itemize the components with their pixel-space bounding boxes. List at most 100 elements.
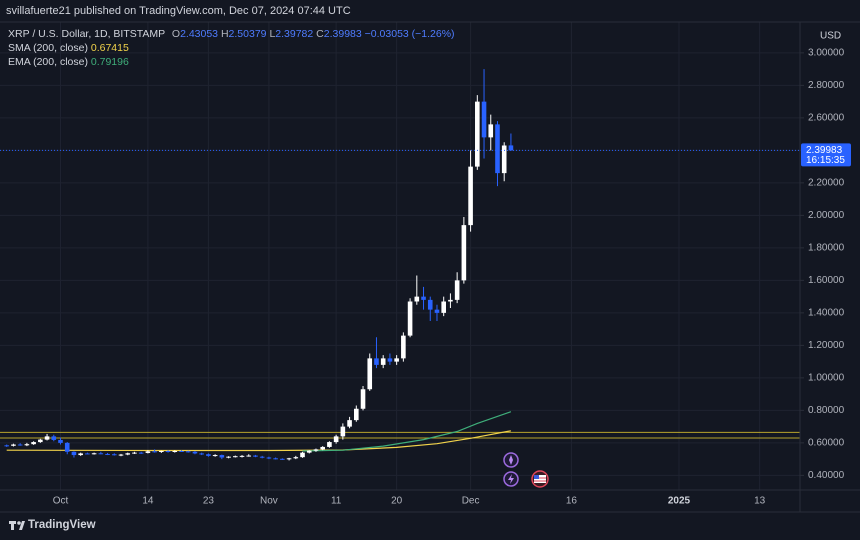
x-tick-label: 2025 — [668, 496, 691, 507]
x-tick-label: 13 — [754, 496, 766, 507]
candle-body — [394, 358, 399, 362]
candle-body — [427, 299, 433, 310]
candle-body — [401, 335, 406, 359]
y-tick-label: 2.60000 — [808, 113, 845, 124]
candle-body — [300, 452, 305, 458]
candle-body — [414, 296, 420, 302]
ohlc-value: 2.39983 — [323, 28, 362, 40]
candle-body — [11, 444, 16, 446]
candle-body — [434, 309, 440, 313]
indicator-name: EMA (200, close) — [8, 56, 88, 68]
candle-body — [441, 301, 446, 313]
candle-body — [495, 124, 500, 174]
ohlc-label: C — [316, 28, 324, 40]
flag-icon — [534, 475, 539, 479]
logo-part — [11, 521, 14, 530]
legend: XRP / U.S. Dollar, 1D, BITSTAMP O2.43053… — [8, 27, 455, 69]
footer-logo — [9, 521, 25, 530]
x-tick-label: 14 — [142, 496, 154, 507]
indicator-value: 0.67415 — [90, 42, 129, 54]
flag-icon — [534, 475, 546, 483]
candle-body — [421, 296, 426, 300]
event-icon-glyph — [508, 474, 514, 484]
ohlc-label: L — [269, 28, 276, 40]
candle-body — [64, 442, 70, 452]
ohlc-label: H — [220, 28, 229, 40]
candle-body — [232, 456, 238, 458]
candle-body — [165, 451, 171, 452]
candle-body — [98, 453, 104, 455]
x-tick-label: 20 — [391, 496, 403, 507]
candle-body — [78, 453, 83, 456]
candle-body — [354, 408, 359, 421]
candle-body — [273, 458, 278, 460]
indicator-line — [6, 430, 512, 452]
candle-body — [71, 451, 77, 456]
x-tick-label: Nov — [260, 496, 278, 507]
candle-body — [475, 101, 480, 167]
candle-body — [327, 442, 332, 447]
candle-body — [374, 358, 379, 365]
candle-body — [105, 453, 110, 455]
candle-body — [199, 453, 204, 455]
candle-body — [407, 301, 413, 336]
y-tick-label: 0.60000 — [808, 438, 845, 449]
candle-body — [387, 358, 393, 362]
candle-body — [501, 145, 507, 174]
y-tick-label: 2.80000 — [808, 80, 845, 91]
y-tick-label: 1.20000 — [808, 340, 845, 351]
change: −0.03053 (−1.26%) — [364, 28, 455, 40]
y-tick-label: 1.60000 — [808, 275, 845, 286]
x-tick-label: Dec — [462, 496, 480, 507]
indicator-row: SMA (200, close) 0.67415 — [8, 41, 455, 55]
y-tick-label: 2.20000 — [808, 178, 845, 189]
plot — [0, 69, 800, 461]
candle-body — [360, 389, 366, 409]
candle-body — [280, 458, 285, 460]
footer-brand: TradingView — [28, 519, 96, 531]
x-tick-label: Oct — [53, 496, 69, 507]
event-icons — [503, 452, 549, 488]
indicator-line — [302, 411, 512, 452]
x-tick-label: 11 — [331, 496, 342, 507]
price-tag-label: 2.39983 — [806, 145, 843, 156]
candle-body — [286, 458, 292, 460]
candle-body — [468, 166, 473, 226]
candle-body — [206, 454, 211, 456]
candle-body — [24, 444, 30, 446]
candle-body — [340, 426, 346, 437]
logo-part — [19, 521, 25, 530]
candle-body — [448, 299, 453, 302]
candle-body — [192, 451, 198, 454]
candle-body — [172, 451, 178, 452]
candle-body — [85, 453, 90, 455]
candle-body — [246, 455, 252, 457]
ohlc-value: 2.50379 — [228, 28, 267, 40]
y-tick-label: 0.40000 — [808, 470, 845, 481]
candle-body — [145, 451, 151, 453]
x-axis: Oct 14 23 Nov 11 20 Dec 16 2025 13 — [53, 496, 766, 507]
candle-body — [508, 145, 514, 151]
candle-body — [17, 444, 23, 446]
currency-label: USD — [820, 31, 841, 42]
candle-body — [259, 456, 265, 458]
symbol: XRP / U.S. Dollar, 1D, BITSTAMP — [8, 28, 165, 40]
candle-body — [306, 450, 312, 453]
y-tick-label: 1.80000 — [808, 243, 845, 254]
y-tick-label: 1.00000 — [808, 373, 845, 384]
y-tick-label: 3.00000 — [808, 48, 845, 59]
candle-body — [152, 451, 157, 453]
candle-body — [380, 358, 386, 365]
candle-body — [118, 454, 124, 456]
countdown: 16:15:35 — [806, 155, 845, 166]
candle-body — [293, 457, 299, 459]
candle-body — [51, 436, 57, 440]
candle-body — [132, 452, 137, 454]
y-tick-label: 0.80000 — [808, 405, 845, 416]
candle-body — [44, 436, 50, 440]
y-tick-label: 2.00000 — [808, 210, 845, 221]
indicator-row: EMA (200, close) 0.79196 — [8, 55, 455, 69]
logo-part — [17, 521, 21, 525]
candle-body — [313, 449, 319, 451]
